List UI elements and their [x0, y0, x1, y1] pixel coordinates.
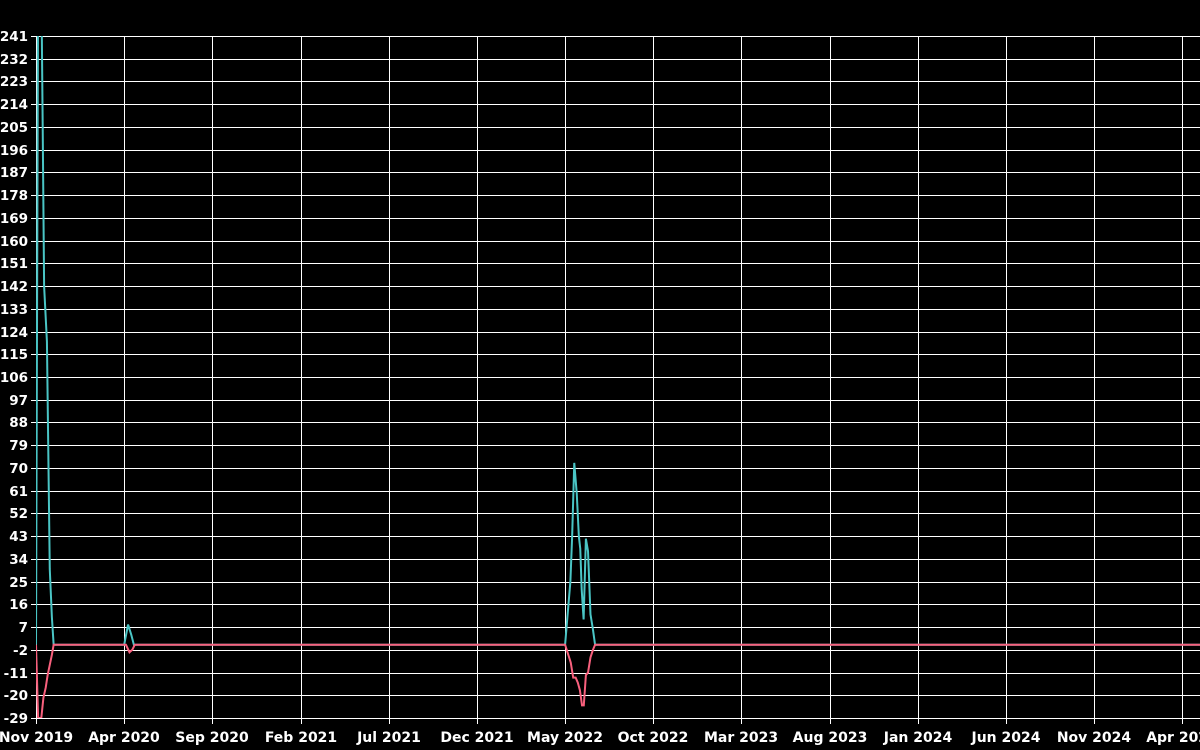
y-axis-tick-label: 160	[0, 234, 28, 250]
y-axis-tick-label: -29	[4, 711, 28, 727]
y-axis-tick-label: 70	[9, 461, 28, 477]
y-axis-tick-label: 232	[0, 52, 28, 68]
series-layer	[36, 36, 1200, 718]
x-axis-tick-label: Apr 2020	[88, 730, 160, 746]
y-axis-tick-label: 196	[0, 143, 28, 159]
y-axis-tick-label: 25	[9, 575, 28, 591]
x-axis-tick-label: Dec 2021	[440, 730, 513, 746]
y-axis-tick-label: 205	[0, 120, 28, 136]
x-axis-tick-label: Apr 2025	[1146, 730, 1200, 746]
y-axis-tick-label: 214	[0, 97, 28, 113]
y-axis-tick-label: 241	[0, 29, 28, 45]
x-axis-tick-label: Aug 2023	[793, 730, 868, 746]
y-axis-tick-label: 34	[9, 552, 28, 568]
y-axis-tick-label: 61	[9, 484, 28, 500]
x-axis-tick-label: Nov 2024	[1057, 730, 1132, 746]
y-axis-tick-label: 79	[9, 438, 28, 454]
y-axis-tick-label: 151	[0, 256, 28, 272]
y-axis-tick-label: 169	[0, 211, 28, 227]
x-axis-tick-label: May 2022	[527, 730, 603, 746]
y-axis-tick-label: 52	[9, 506, 28, 522]
series-line-deletions	[36, 643, 1200, 718]
y-axis-tick-label: 223	[0, 74, 28, 90]
series-line-additions	[36, 36, 1200, 646]
y-axis-tick-label: -11	[4, 666, 28, 682]
x-axis-tick-label: Feb 2021	[265, 730, 337, 746]
y-axis-tick-label: 7	[19, 620, 28, 636]
y-axis-tick-label: 115	[0, 347, 28, 363]
y-axis-tick-label: -2	[13, 643, 28, 659]
y-axis-tick-label: 97	[9, 393, 28, 409]
x-axis-labels: Nov 2019 Apr 2020 Sep 2020 Feb 2021 Jul 2021…	[0, 730, 1200, 746]
y-axis-tick-label: 133	[0, 302, 28, 318]
y-axis-tick-label: 187	[0, 165, 28, 181]
y-axis-tick-label: -20	[4, 688, 28, 704]
y-axis-labels: 241 232 223 214 205 196 187 178 169 160 151 142 133 1…	[0, 29, 28, 727]
x-axis-tick-label: Jun 2024	[971, 730, 1041, 746]
y-axis-tick-label: 142	[0, 279, 28, 295]
grid-layer	[31, 36, 1200, 724]
x-axis-tick-label: Oct 2022	[618, 730, 689, 746]
y-axis-tick-label: 88	[9, 415, 28, 431]
x-axis-tick-label: Nov 2019	[0, 730, 73, 746]
y-axis-tick-label: 43	[9, 529, 28, 545]
y-axis-tick-label: 124	[0, 325, 28, 341]
x-axis-tick-label: Jul 2021	[356, 730, 421, 746]
y-axis-tick-label: 106	[0, 370, 28, 386]
y-axis-tick-label: 16	[9, 597, 28, 613]
x-axis-tick-label: Jan 2024	[883, 730, 953, 746]
y-axis-tick-label: 178	[0, 188, 28, 204]
x-axis-tick-label: Mar 2023	[704, 730, 778, 746]
x-axis-tick-label: Sep 2020	[175, 730, 249, 746]
